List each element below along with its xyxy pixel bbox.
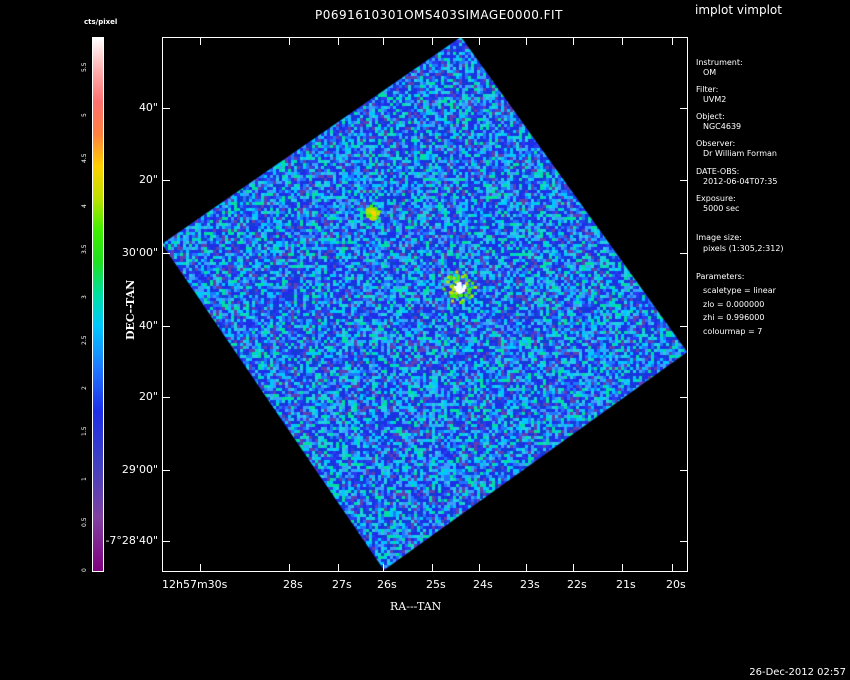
- plot-frame: [162, 37, 688, 572]
- x-tick-label: 23s: [520, 578, 540, 591]
- object-label: Object:: [696, 112, 725, 121]
- y-tick-mark: [162, 326, 170, 327]
- x-tick-mark: [573, 564, 574, 572]
- colorbar-tick-label: 4: [81, 204, 88, 208]
- instrument-value: OM: [703, 68, 717, 77]
- y-axis-title: DEC--TAN: [124, 279, 137, 340]
- y-tick-label: 29'00": [121, 463, 158, 476]
- x-tick-label: 26s: [377, 578, 397, 591]
- date-obs-label: DATE-OBS:: [696, 167, 740, 176]
- y-tick-mark: [162, 253, 170, 254]
- y-tick-mark: [680, 326, 688, 327]
- colorbar-tick-label: 2.5: [81, 334, 88, 345]
- y-tick-label: 40": [138, 319, 158, 332]
- x-tick-mark: [573, 37, 574, 45]
- y-tick-label: 20": [138, 173, 158, 186]
- y-tick-mark: [162, 541, 170, 542]
- sky-image[interactable]: [162, 37, 688, 572]
- colorbar-tick-label: 5: [81, 113, 88, 117]
- parameters-label: Parameters:: [696, 272, 745, 281]
- colorbar-unit-label: cts/pixel: [84, 18, 118, 26]
- image-size-label: Image size:: [696, 233, 742, 242]
- y-tick-mark: [680, 397, 688, 398]
- object-value: NGC4639: [703, 122, 742, 131]
- y-tick-mark: [680, 470, 688, 471]
- colorbar-tick-label: 2: [81, 386, 88, 390]
- x-tick-mark: [672, 564, 673, 572]
- y-tick-mark: [680, 180, 688, 181]
- x-tick-label: 24s: [473, 578, 493, 591]
- filter-label: Filter:: [696, 85, 719, 94]
- x-tick-mark: [432, 37, 433, 45]
- observer-label: Observer:: [696, 139, 736, 148]
- colorbar-tick-label: 4.5: [81, 152, 88, 163]
- x-tick-label: 21s: [616, 578, 636, 591]
- colorbar-tick-label: 3.5: [81, 243, 88, 254]
- colorbar-tick-label: 5.5: [81, 61, 88, 72]
- colourmap-param: colourmap = 7: [703, 327, 763, 336]
- exposure-label: Exposure:: [696, 194, 736, 203]
- x-tick-mark: [526, 37, 527, 45]
- colorbar-tick-label: 0.5: [81, 516, 88, 527]
- x-tick-mark: [432, 564, 433, 572]
- x-axis-title: RA---TAN: [390, 600, 442, 613]
- x-tick-label: 25s: [426, 578, 446, 591]
- colorbar-tick-label: 1: [81, 477, 88, 481]
- x-tick-mark: [338, 37, 339, 45]
- image-size-value: pixels (1:305,2:312): [703, 244, 784, 253]
- colorbar-tick-label: 0: [81, 568, 88, 572]
- x-tick-mark: [672, 37, 673, 45]
- x-tick-mark: [200, 564, 201, 572]
- colorbar-tick-label: 1.5: [81, 425, 88, 436]
- y-tick-mark: [162, 397, 170, 398]
- x-tick-mark: [200, 37, 201, 45]
- observer-value: Dr William Forman: [703, 149, 777, 158]
- x-tick-label: 20s: [666, 578, 686, 591]
- app-title: implot vimplot: [695, 3, 782, 17]
- x-tick-mark: [383, 564, 384, 572]
- exposure-value: 5000 sec: [703, 204, 740, 213]
- x-tick-label: 12h57m30s: [162, 578, 228, 591]
- y-tick-mark: [680, 108, 688, 109]
- y-tick-mark: [680, 253, 688, 254]
- date-obs-value: 2012-06-04T07:35: [703, 177, 778, 186]
- x-tick-mark: [289, 37, 290, 45]
- x-tick-mark: [622, 564, 623, 572]
- x-tick-label: 22s: [567, 578, 587, 591]
- y-tick-mark: [162, 108, 170, 109]
- zlo-param: zlo = 0.000000: [703, 300, 765, 309]
- x-tick-mark: [622, 37, 623, 45]
- x-tick-mark: [338, 564, 339, 572]
- y-tick-mark: [680, 541, 688, 542]
- x-tick-mark: [479, 37, 480, 45]
- plot-title: P0691610301OMS403SIMAGE0000.FIT: [315, 8, 563, 22]
- x-tick-label: 27s: [332, 578, 352, 591]
- zhi-param: zhi = 0.996000: [703, 313, 765, 322]
- colorbar: [92, 37, 104, 572]
- y-tick-mark: [162, 180, 170, 181]
- timestamp: 26-Dec-2012 02:57: [749, 667, 846, 678]
- x-tick-mark: [526, 564, 527, 572]
- filter-value: UVM2: [703, 95, 727, 104]
- x-tick-mark: [383, 37, 384, 45]
- colorbar-tick-label: 3: [81, 295, 88, 299]
- instrument-label: Instrument:: [696, 58, 743, 67]
- y-tick-mark: [162, 470, 170, 471]
- x-tick-mark: [479, 564, 480, 572]
- y-tick-label: 30'00": [121, 246, 158, 259]
- x-tick-label: 28s: [283, 578, 303, 591]
- x-tick-mark: [289, 564, 290, 572]
- y-tick-label: 20": [138, 390, 158, 403]
- y-tick-label: -7°28'40": [105, 534, 158, 547]
- scaletype-param: scaletype = linear: [703, 286, 776, 295]
- y-tick-label: 40": [138, 101, 158, 114]
